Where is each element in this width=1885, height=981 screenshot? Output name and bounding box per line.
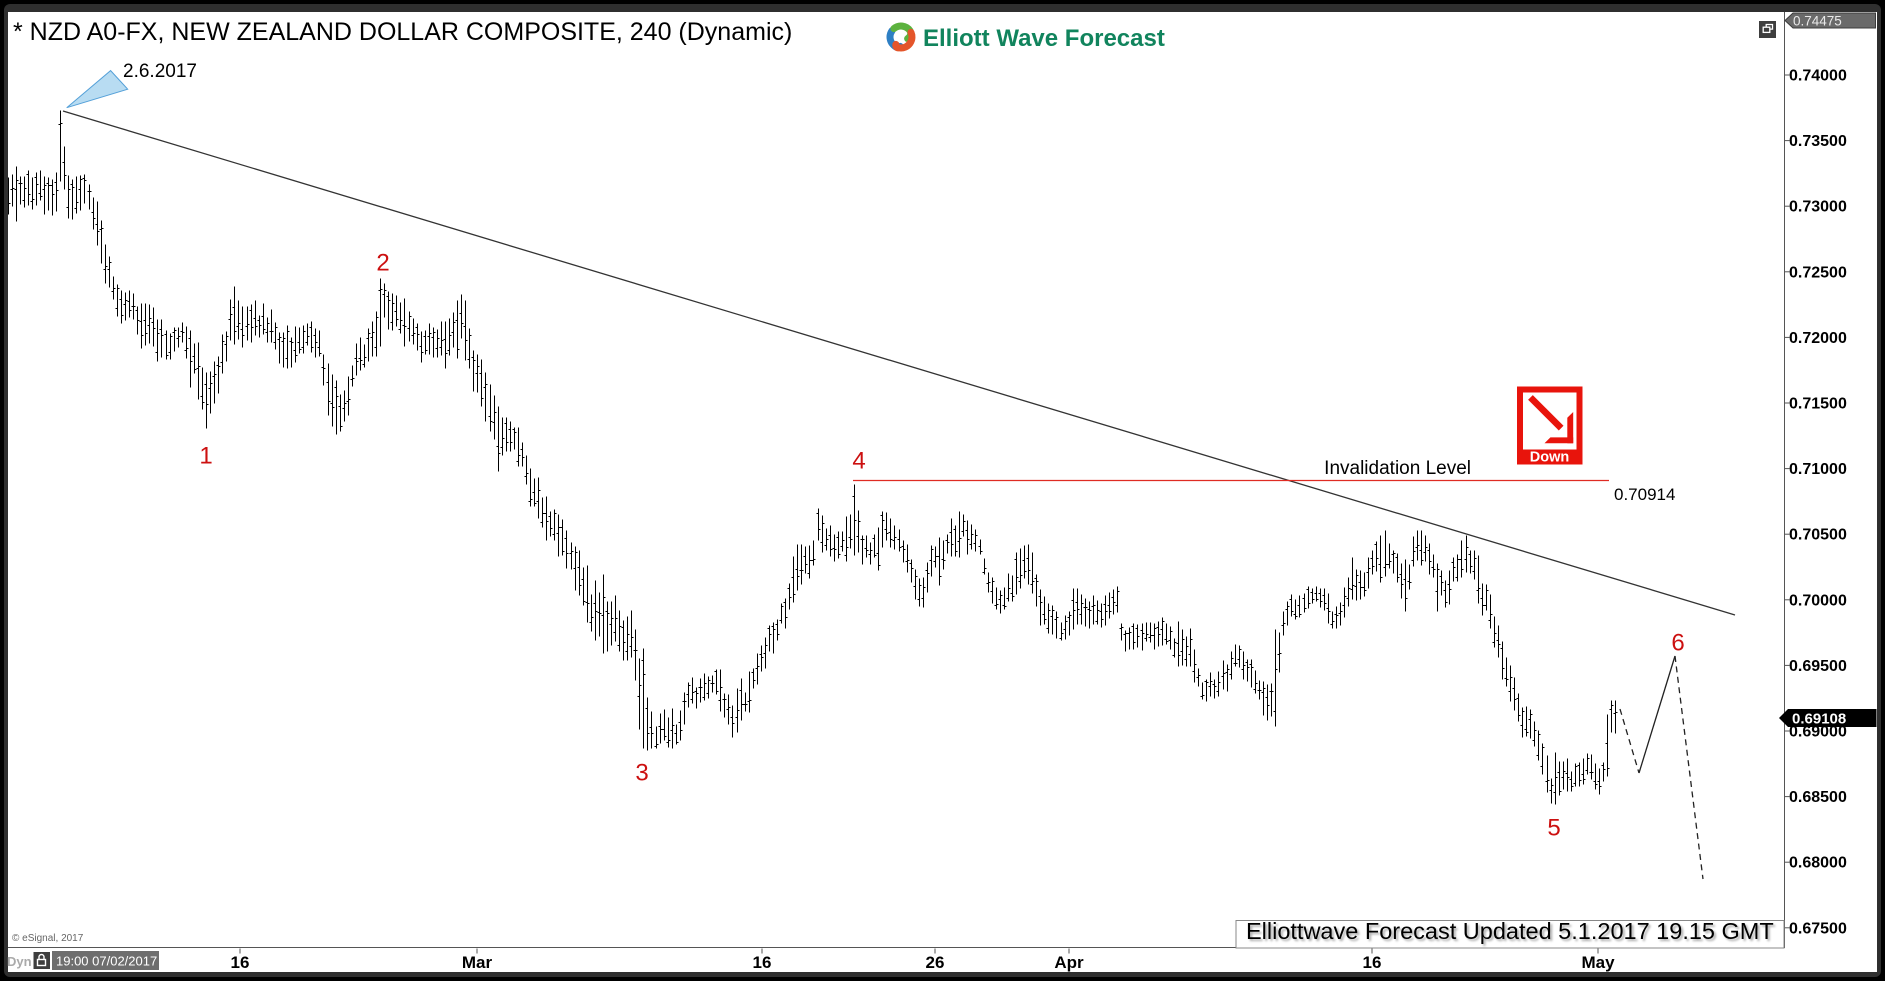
svg-text:0.72500: 0.72500: [1789, 264, 1847, 281]
svg-text:16: 16: [753, 953, 772, 972]
svg-text:Elliottwave Forecast Updated 5: Elliottwave Forecast Updated 5.1.2017 19…: [1246, 918, 1774, 944]
svg-text:0.67500: 0.67500: [1789, 920, 1847, 937]
svg-text:0.69000: 0.69000: [1789, 724, 1847, 741]
svg-text:3: 3: [635, 760, 648, 787]
svg-text:0.70000: 0.70000: [1789, 592, 1847, 609]
svg-text:2.6.2017: 2.6.2017: [123, 61, 197, 82]
svg-text:0.68000: 0.68000: [1789, 855, 1847, 872]
svg-text:Dyn: Dyn: [7, 954, 32, 969]
svg-text:0.71500: 0.71500: [1789, 396, 1847, 413]
svg-text:© eSignal, 2017: © eSignal, 2017: [12, 933, 84, 944]
svg-text:0.74000: 0.74000: [1789, 68, 1847, 85]
svg-text:0.74475: 0.74475: [1793, 14, 1842, 29]
svg-text:26: 26: [926, 953, 945, 972]
svg-text:0.70500: 0.70500: [1789, 527, 1847, 544]
svg-text:16: 16: [231, 953, 250, 972]
svg-text:0.71000: 0.71000: [1789, 461, 1847, 478]
svg-text:0.69500: 0.69500: [1789, 658, 1847, 675]
svg-text:May: May: [1581, 953, 1615, 972]
svg-text:19:00 07/02/2017: 19:00 07/02/2017: [56, 954, 157, 969]
svg-text:4: 4: [852, 448, 865, 475]
svg-text:1: 1: [199, 443, 212, 470]
svg-text:Invalidation Level: Invalidation Level: [1324, 458, 1471, 479]
svg-text:* NZD A0-FX, NEW ZEALAND DOLLA: * NZD A0-FX, NEW ZEALAND DOLLAR COMPOSIT…: [13, 18, 792, 46]
svg-text:0.70914: 0.70914: [1614, 485, 1675, 504]
svg-text:5: 5: [1547, 815, 1560, 842]
svg-text:0.72000: 0.72000: [1789, 330, 1847, 347]
svg-text:16: 16: [1363, 953, 1382, 972]
svg-text:0.68500: 0.68500: [1789, 789, 1847, 806]
svg-text:Elliott Wave Forecast: Elliott Wave Forecast: [923, 25, 1165, 52]
svg-text:Apr: Apr: [1054, 953, 1084, 972]
svg-text:0.69108: 0.69108: [1792, 711, 1846, 728]
svg-text:Down: Down: [1530, 450, 1569, 466]
svg-text:6: 6: [1671, 630, 1684, 657]
svg-text:Mar: Mar: [462, 953, 493, 972]
svg-text:2: 2: [376, 250, 389, 277]
svg-text:0.73000: 0.73000: [1789, 199, 1847, 216]
svg-text:0.73500: 0.73500: [1789, 133, 1847, 150]
